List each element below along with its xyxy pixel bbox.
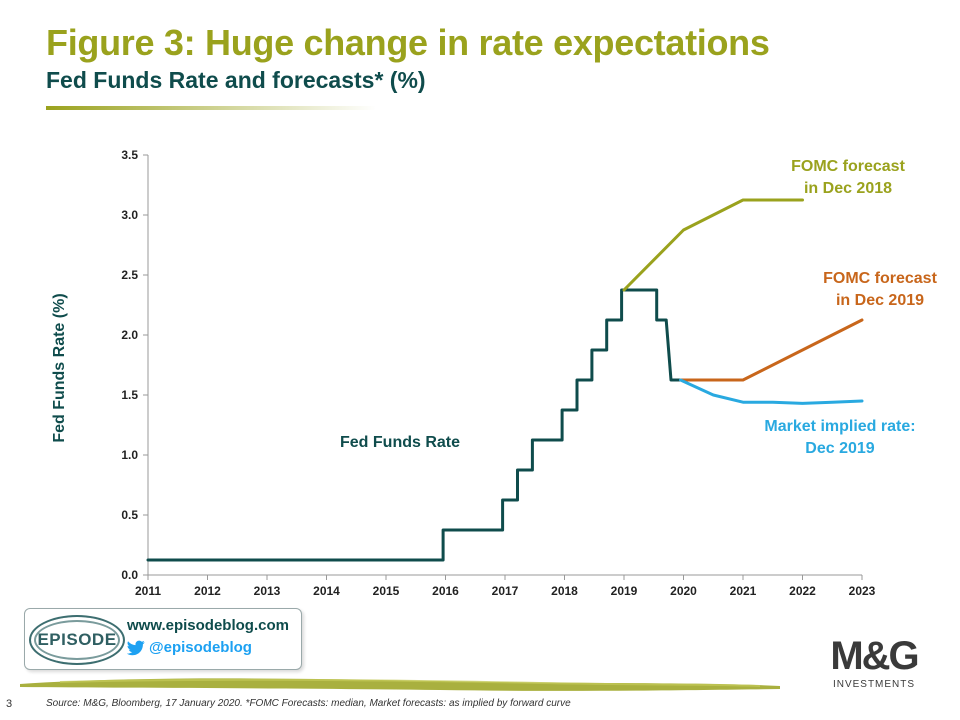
x-tick-label: 2012 (194, 584, 221, 598)
fomc-2019-label-line1: FOMC forecast (823, 270, 937, 287)
fed-funds-rate-label: Fed Funds Rate (340, 434, 461, 451)
y-tick-label: 3.0 (121, 208, 138, 222)
mg-logo-text: M&G (830, 634, 919, 678)
x-tick-label: 2018 (551, 584, 578, 598)
fomc-2018-label: FOMC forecast in Dec 2018 (768, 156, 928, 200)
chart-series (146, 198, 864, 562)
source-note: Source: M&G, Bloomberg, 17 January 2020.… (46, 698, 571, 709)
y-tick-label: 2.5 (121, 268, 138, 282)
x-tick-label: 2022 (789, 584, 816, 598)
fomc-2018-label-line1: FOMC forecast (791, 158, 905, 175)
x-tick-label: 2023 (849, 584, 876, 598)
fomc-2019-forecast-line (679, 318, 864, 382)
x-tick-label: 2011 (135, 584, 161, 598)
x-tick-label: 2020 (670, 584, 697, 598)
y-tick-label: 2.0 (121, 328, 138, 342)
twitter-handle-text: @episodeblog (149, 639, 252, 656)
page-title: Figure 3: Huge change in rate expectatio… (46, 22, 770, 63)
mg-logo-subtext: INVESTMENTS (832, 679, 916, 690)
x-tick-label: 2017 (492, 584, 519, 598)
fomc-2019-label-line2: in Dec 2019 (835, 292, 925, 309)
y-tick-label: 0.0 (121, 568, 138, 582)
y-tick-label: 0.5 (121, 508, 138, 522)
x-tick-label: 2021 (730, 584, 757, 598)
x-tick-label: 2016 (432, 584, 459, 598)
fomc-2019-label: FOMC forecast in Dec 2019 (800, 268, 960, 312)
x-tick-label: 2014 (313, 584, 340, 598)
market-implied-rate-line (679, 378, 864, 405)
chart-axes: 0.0 0.5 1.0 1.5 2.0 2.5 3.0 3.5 2011 2012 2013 2014… (121, 148, 875, 598)
y-axis-label: Fed Funds Rate (%) (51, 293, 68, 443)
episode-logo: EPISODE (29, 615, 125, 665)
y-tick-label: 3.5 (121, 148, 138, 162)
x-tick-label: 2015 (373, 584, 400, 598)
brush-stroke-divider (20, 678, 780, 691)
page-subtitle: Fed Funds Rate and forecasts* (%) (46, 67, 426, 93)
episode-blog-box: EPISODE www.episodeblog.com @episodeblog (24, 608, 302, 670)
x-tick-label: 2019 (611, 584, 638, 598)
market-implied-label-line1: Market implied rate: (764, 418, 916, 435)
fed-funds-rate-line (146, 288, 685, 562)
fomc-2018-label-line2: in Dec 2018 (803, 180, 893, 197)
episode-logo-text: EPISODE (37, 630, 117, 649)
twitter-handle-link[interactable]: @episodeblog (127, 639, 252, 656)
y-tick-label: 1.5 (121, 388, 138, 402)
title-underline (46, 106, 376, 110)
episode-blog-link[interactable]: www.episodeblog.com (127, 617, 289, 634)
mg-investments-logo: M&G INVESTMENTS (814, 634, 934, 690)
twitter-bird-icon (127, 640, 145, 655)
x-tick-label: 2013 (254, 584, 281, 598)
market-implied-label-line2: Dec 2019 (805, 440, 875, 457)
page-number: 3 (6, 698, 13, 710)
fomc-2018-forecast-line (622, 198, 804, 292)
market-implied-label: Market implied rate: Dec 2019 (740, 416, 940, 460)
y-tick-label: 1.0 (121, 448, 138, 462)
